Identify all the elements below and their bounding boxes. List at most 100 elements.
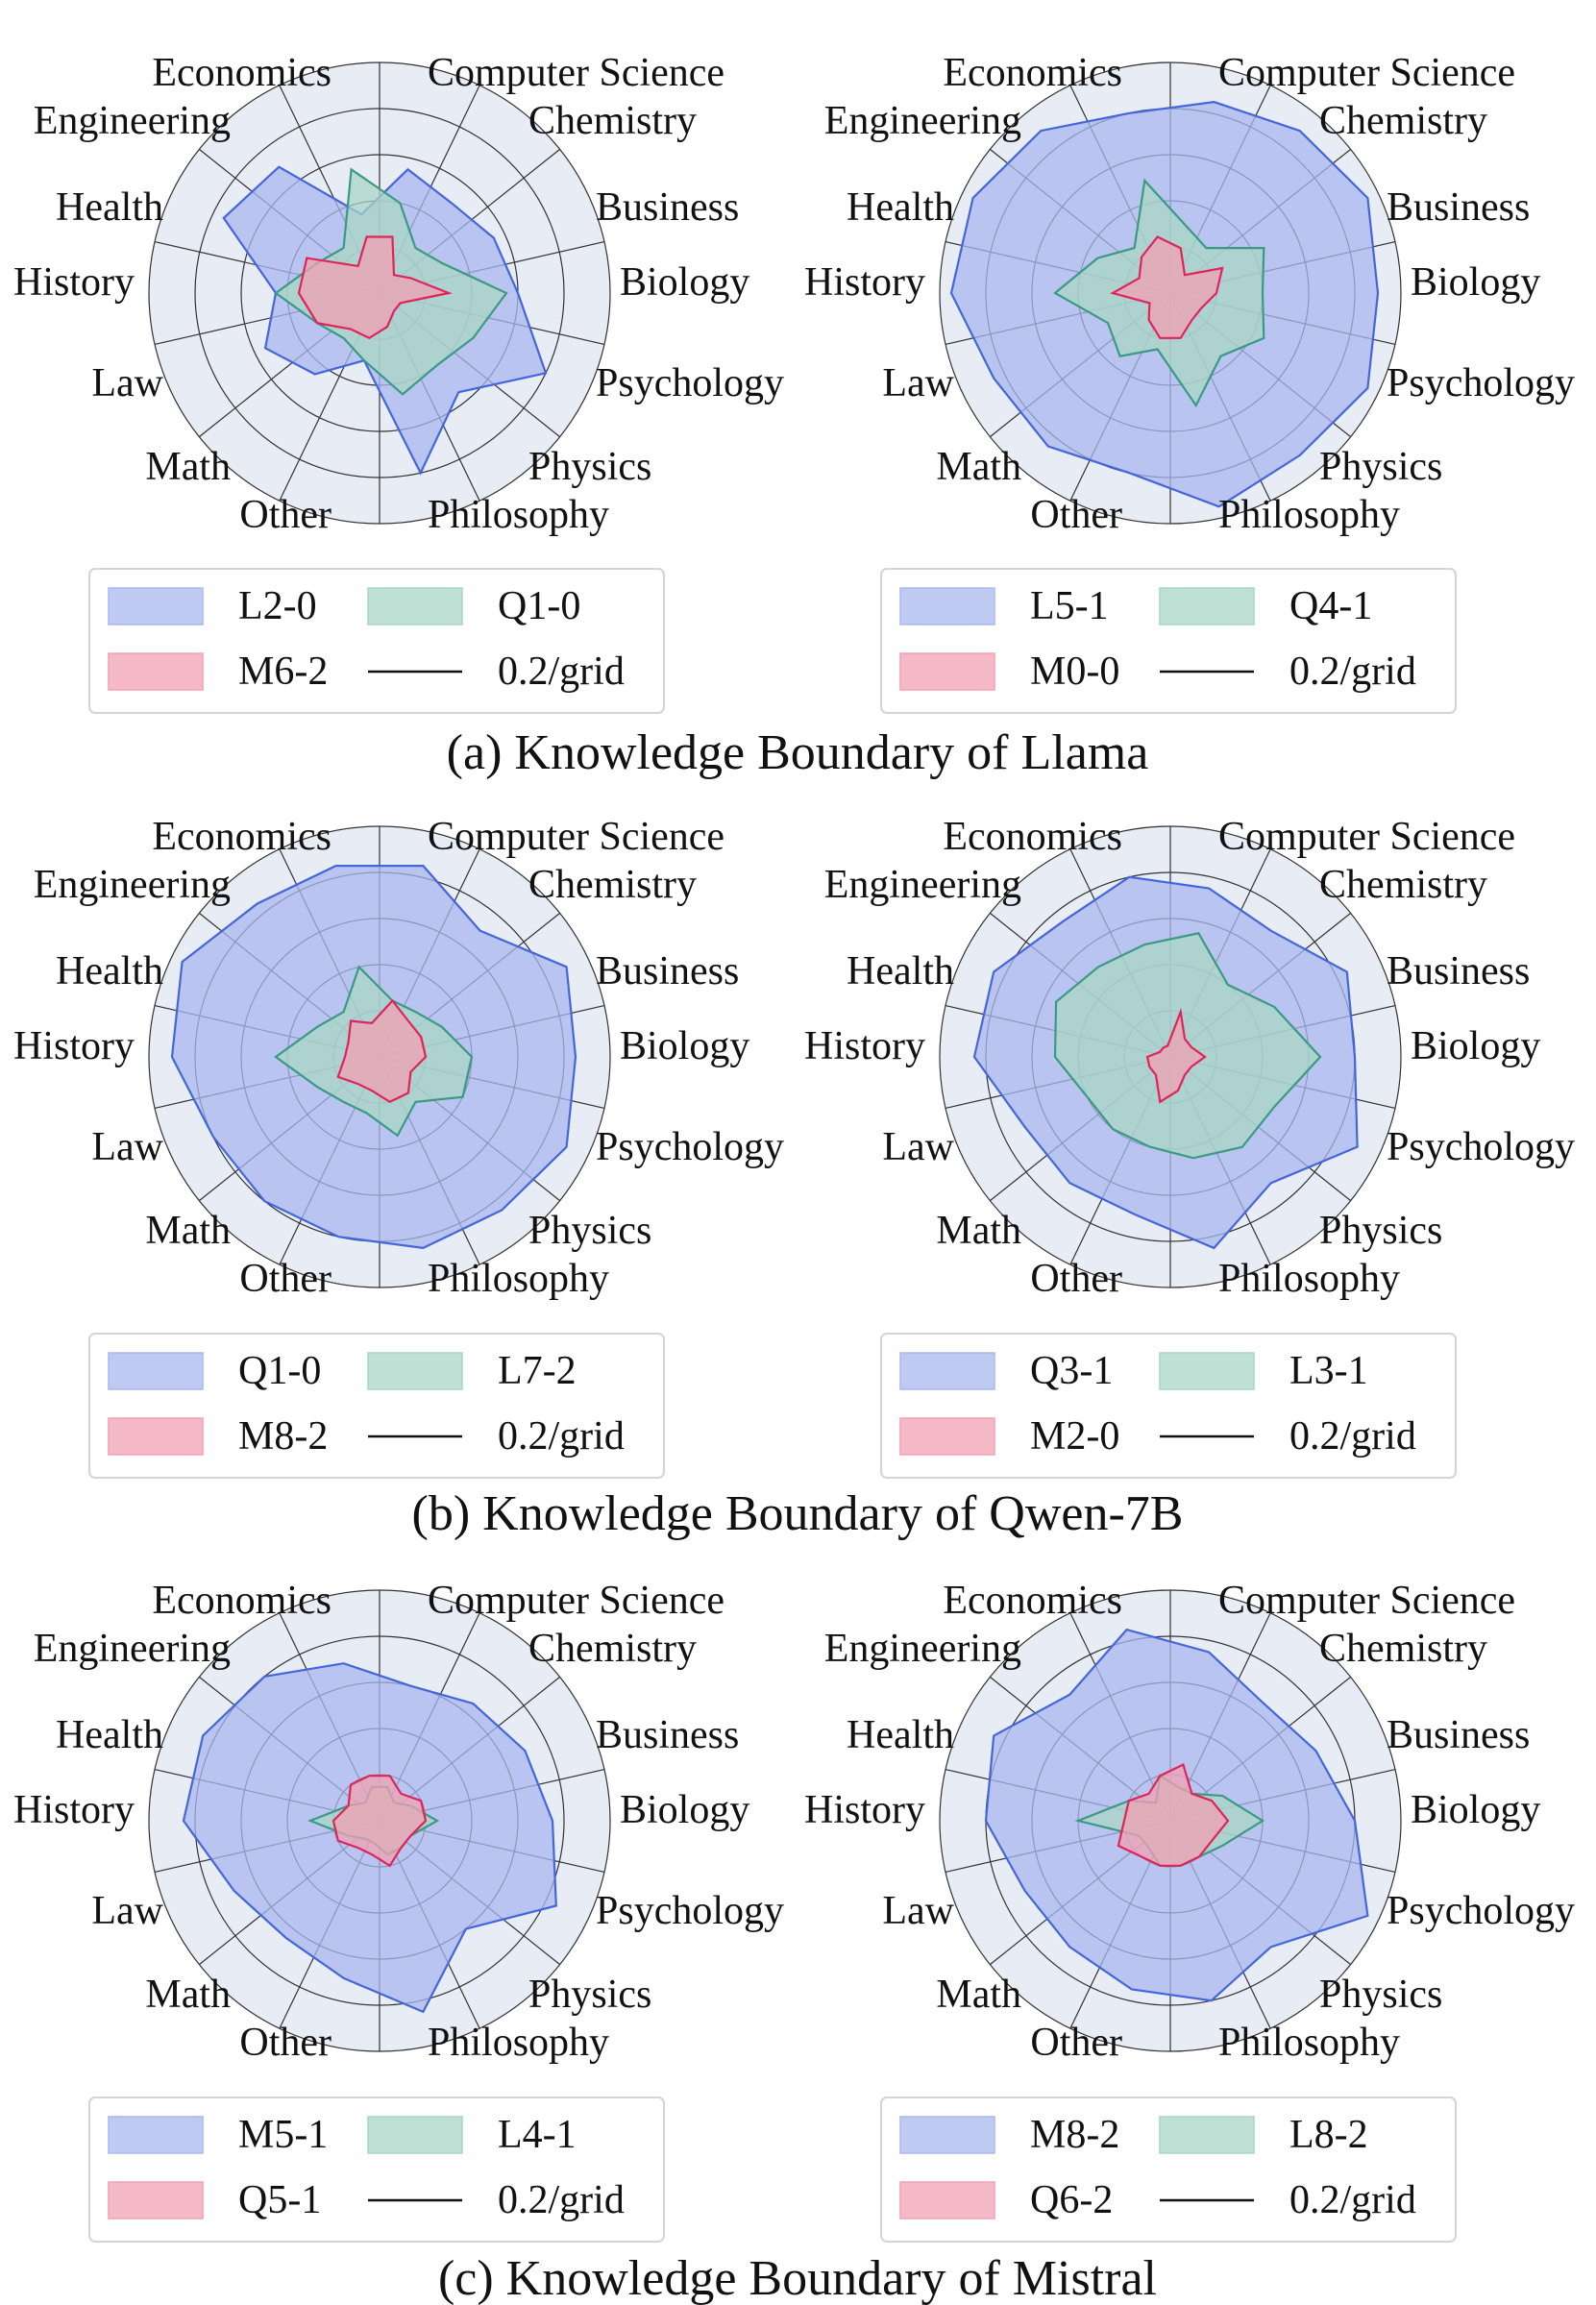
axis-label-math: Math — [145, 1209, 231, 1253]
legend: L2-0 Q1-0 M6-2 0.2/grid — [88, 568, 665, 714]
axis-label-physics: Physics — [528, 1973, 651, 2017]
axis-label-economics: Economics — [152, 815, 331, 859]
legend: Q1-0 L7-2 M8-2 0.2/grid — [88, 1333, 665, 1479]
legend-swatch-l5-1 — [899, 587, 995, 625]
axis-label-economics: Economics — [943, 51, 1122, 95]
legend-frame — [880, 2097, 1457, 2243]
axis-label-business: Business — [596, 1713, 739, 1757]
legend-frame — [88, 1333, 665, 1479]
axis-label-biology: Biology — [620, 260, 749, 305]
legend-label-grid-step: 0.2/grid — [498, 650, 625, 694]
legend-frame — [88, 568, 665, 714]
legend-swatch-q3-1 — [899, 1352, 995, 1390]
axis-label-psychology: Psychology — [1387, 1889, 1575, 1933]
axis-label-computer-science: Computer Science — [1218, 815, 1515, 859]
series-m2-0-polygon — [1145, 1007, 1207, 1104]
legend-label-q6-2: Q6-2 — [1030, 2178, 1113, 2222]
axis-label-history: History — [13, 1788, 135, 1832]
legend-label-l5-1: L5-1 — [1030, 584, 1109, 628]
axis-label-psychology: Psychology — [1387, 361, 1575, 405]
legend-label-q1-0: Q1-0 — [238, 1349, 321, 1393]
legend-label-grid-step: 0.2/grid — [498, 1414, 625, 1459]
axis-label-engineering: Engineering — [34, 99, 231, 143]
axis-label-philosophy: Philosophy — [428, 2021, 609, 2065]
axis-label-health: Health — [847, 185, 954, 230]
legend-swatch-q5-1 — [108, 2181, 204, 2219]
axis-label-math: Math — [936, 445, 1021, 489]
legend-label-m5-1: M5-1 — [238, 2113, 328, 2157]
axis-label-other: Other — [239, 2021, 331, 2065]
legend-label-m0-0: M0-0 — [1030, 650, 1119, 694]
axis-label-history: History — [804, 260, 925, 305]
legend-swatch-m0-0 — [899, 652, 995, 691]
caption-b: (b) Knowledge Boundary of Qwen-7B — [412, 1486, 1184, 1541]
legend-frame — [880, 568, 1457, 714]
legend-swatch-l8-2 — [1159, 2116, 1255, 2154]
legend-swatch-l7-2 — [367, 1352, 463, 1390]
legend-label-l8-2: L8-2 — [1289, 2113, 1368, 2157]
axis-label-philosophy: Philosophy — [428, 493, 609, 537]
legend-label-grid-step: 0.2/grid — [1289, 1414, 1416, 1459]
axis-label-economics: Economics — [152, 51, 331, 95]
axis-label-law: Law — [882, 1125, 954, 1169]
axis-label-biology: Biology — [620, 1024, 749, 1068]
legend: M8-2 L8-2 Q6-2 0.2/grid — [880, 2097, 1457, 2243]
axis-label-computer-science: Computer Science — [428, 51, 724, 95]
axis-label-health: Health — [56, 949, 163, 993]
legend-swatch-m2-0 — [899, 1417, 995, 1456]
axis-label-chemistry: Chemistry — [528, 863, 697, 907]
series-m8-2-polygon — [336, 998, 428, 1104]
axis-label-math: Math — [936, 1973, 1021, 2017]
axis-label-law: Law — [91, 1125, 163, 1169]
axis-label-engineering: Engineering — [824, 99, 1021, 143]
axis-label-chemistry: Chemistry — [1319, 863, 1487, 907]
caption-c: (c) Knowledge Boundary of Mistral — [438, 2251, 1157, 2305]
axis-label-engineering: Engineering — [824, 1627, 1021, 1671]
axis-label-psychology: Psychology — [596, 1125, 784, 1169]
axis-label-chemistry: Chemistry — [528, 99, 697, 143]
legend-label-l4-1: L4-1 — [498, 2113, 577, 2157]
caption-a: (a) Knowledge Boundary of Llama — [447, 725, 1149, 780]
axis-label-other: Other — [239, 1257, 331, 1301]
axis-label-health: Health — [847, 949, 954, 993]
legend-swatch-q1-0 — [108, 1352, 204, 1390]
axis-label-business: Business — [1387, 1713, 1530, 1757]
legend-swatch-l2-0 — [108, 587, 204, 625]
legend: L5-1 Q4-1 M0-0 0.2/grid — [880, 568, 1457, 714]
legend-swatch-l4-1 — [367, 2116, 463, 2154]
axis-label-philosophy: Philosophy — [1218, 1257, 1400, 1301]
axis-label-math: Math — [145, 445, 231, 489]
axis-label-business: Business — [596, 949, 739, 993]
legend-label-q1-0: Q1-0 — [498, 584, 580, 628]
axis-label-philosophy: Philosophy — [1218, 2021, 1400, 2065]
axis-label-chemistry: Chemistry — [1319, 99, 1487, 143]
axis-label-philosophy: Philosophy — [1218, 493, 1400, 537]
axis-label-other: Other — [1030, 2021, 1122, 2065]
axis-label-computer-science: Computer Science — [1218, 1579, 1515, 1623]
axis-label-engineering: Engineering — [34, 1627, 231, 1671]
axis-label-business: Business — [1387, 185, 1530, 230]
axis-label-physics: Physics — [1319, 1209, 1442, 1253]
axis-label-computer-science: Computer Science — [428, 1579, 724, 1623]
axis-label-history: History — [804, 1788, 925, 1832]
legend-label-q3-1: Q3-1 — [1030, 1349, 1113, 1393]
legend-label-grid-step: 0.2/grid — [498, 2178, 625, 2222]
legend-swatch-m8-2 — [899, 2116, 995, 2154]
axis-label-computer-science: Computer Science — [428, 815, 724, 859]
axis-label-biology: Biology — [1411, 1788, 1540, 1832]
legend-label-grid-step: 0.2/grid — [1289, 650, 1416, 694]
axis-label-economics: Economics — [152, 1579, 331, 1623]
series-m0-0-polygon — [1110, 235, 1224, 339]
axis-label-physics: Physics — [528, 445, 651, 489]
axis-label-psychology: Psychology — [1387, 1125, 1575, 1169]
axis-label-math: Math — [145, 1973, 231, 2017]
legend-swatch-m5-1 — [108, 2116, 204, 2154]
legend-label-l2-0: L2-0 — [238, 584, 317, 628]
legend-label-q5-1: Q5-1 — [238, 2178, 321, 2222]
legend-frame — [880, 1333, 1457, 1479]
axis-label-other: Other — [1030, 493, 1122, 537]
legend-swatch-l3-1 — [1159, 1352, 1255, 1390]
